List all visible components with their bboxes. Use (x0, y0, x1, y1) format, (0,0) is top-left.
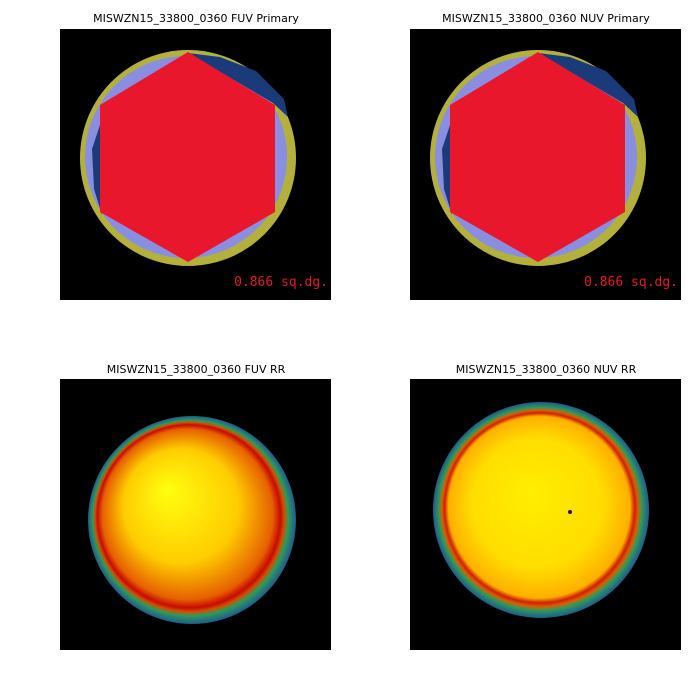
panel-title: MISWZN15_33800_0360 NUV Primary (442, 12, 650, 25)
panel-title: MISWZN15_33800_0360 FUV Primary (93, 12, 299, 25)
nuv-primary-image: 0.866 sq.dg. (410, 29, 681, 300)
panel-title: MISWZN15_33800_0360 NUV RR (456, 363, 637, 376)
area-label: 0.866 sq.dg. (584, 275, 678, 290)
nuv-rr-image (410, 379, 681, 650)
panel-title: MISWZN15_33800_0360 FUV RR (107, 363, 286, 376)
fuv-rr-image (60, 379, 331, 650)
area-label: 0.866 sq.dg. (234, 275, 328, 290)
fuv-primary-image: 0.866 sq.dg. (60, 29, 331, 300)
